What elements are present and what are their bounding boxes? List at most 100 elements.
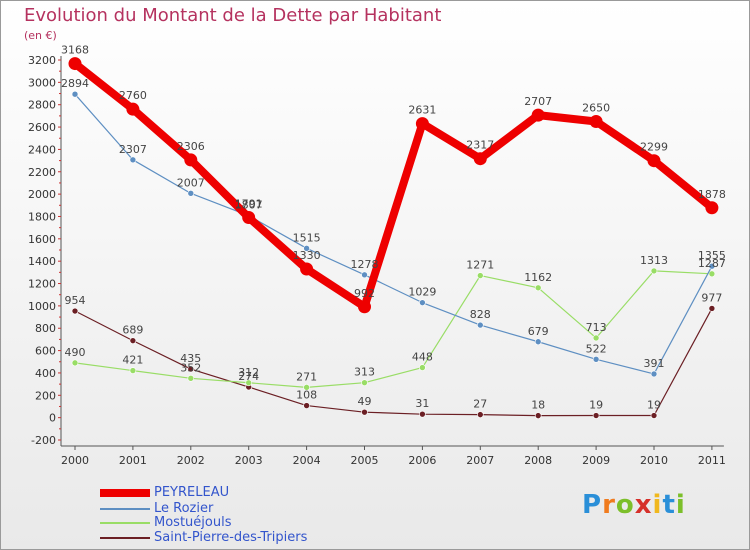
y-tick-label: 2600 [28,121,56,134]
data-point [358,300,371,314]
data-label: 49 [358,395,372,408]
data-label: 1515 [293,231,321,244]
data-label: 1278 [351,258,379,271]
series-line-0 [71,59,716,311]
data-label: 713 [586,321,607,334]
data-label: 954 [65,294,86,307]
data-label: 1791 [235,197,263,210]
data-point [71,359,79,367]
data-label: 2299 [640,141,668,154]
data-point [361,271,368,279]
x-tick-label: 2003 [235,454,263,467]
data-label: 828 [470,308,491,321]
data-label: 1313 [640,254,668,267]
data-label: 271 [296,370,317,383]
data-point [419,410,426,418]
data-label: 391 [644,357,665,370]
data-label: 977 [701,291,722,304]
data-label: 27 [473,398,487,411]
y-tick-label: 2000 [28,188,56,201]
legend-item: Saint-Pierre-des-Tripiers [100,531,307,545]
data-point [708,270,716,278]
data-label: 2631 [408,104,436,117]
y-tick-label: 2400 [28,143,56,156]
x-tick-label: 2009 [582,454,610,467]
data-point [419,364,426,371]
data-label: 31 [415,397,429,410]
y-tick-label: 2200 [28,166,56,179]
data-point [68,57,82,71]
legend-swatch [100,508,150,510]
x-tick-label: 2002 [177,454,205,467]
data-point [361,408,368,416]
data-point [476,321,484,329]
data-point [71,90,79,98]
data-label: 435 [180,352,201,365]
data-label: 18 [531,399,545,412]
y-tick-label: 2800 [28,99,56,112]
y-tick-label: 200 [35,389,56,402]
data-point [592,412,600,419]
data-label: 490 [65,346,86,359]
x-tick-label: 2004 [293,454,321,467]
data-point [650,267,658,275]
y-tick-label: 3000 [28,76,56,89]
data-point [129,337,137,344]
data-point [534,338,542,346]
data-point [476,411,484,418]
data-point [187,375,195,382]
data-point [415,117,429,131]
y-tick-label: 600 [35,345,56,358]
legend-swatch [100,489,150,497]
data-label: 689 [122,324,143,337]
unit-label: (en €) [24,29,57,42]
data-label: 1287 [698,257,726,270]
chart-title: Evolution du Montant de la Dette par Hab… [24,5,442,26]
data-point [300,262,314,276]
data-label: 19 [589,399,603,412]
y-tick-label: 400 [35,367,56,380]
legend-item: PEYRELEAU [100,486,229,500]
x-tick-label: 2007 [466,454,494,467]
data-point [476,272,484,279]
legend-label: PEYRELEAU [154,485,230,500]
data-label: 3168 [61,44,89,57]
x-tick-label: 2005 [351,454,379,467]
legend-item: Mostuéjouls [100,516,231,530]
data-point [534,412,542,419]
data-point [531,108,545,122]
y-tick-label: 1600 [28,233,56,246]
data-label: 1330 [293,249,321,262]
data-label: 1878 [698,188,726,201]
data-label: 679 [528,325,549,338]
data-label: 1355 [698,249,726,262]
legend-label: Le Rozier [154,501,214,516]
y-tick-label: 800 [35,322,56,335]
data-point [592,334,600,342]
data-label: 421 [122,354,143,367]
data-point [647,154,661,168]
data-point [303,245,310,252]
data-label: 2707 [524,95,552,108]
y-tick-label: 3200 [28,54,56,67]
y-tick-label: -200 [31,434,56,447]
data-point [361,379,368,386]
data-point [242,210,256,224]
data-point [419,299,426,306]
data-point [303,402,310,409]
data-label: 2760 [119,89,147,102]
x-tick-label: 2010 [640,454,668,467]
y-tick-label: 1200 [28,278,56,291]
data-label: 1271 [466,259,494,272]
data-point [129,367,137,374]
data-label: 992 [354,287,375,300]
x-tick-label: 2006 [408,454,436,467]
x-tick-label: 2011 [698,454,726,467]
data-label: 274 [238,370,259,383]
data-label: 1807 [235,199,263,212]
data-point [708,305,716,312]
data-point [245,379,252,387]
series-line-3 [74,307,713,417]
data-label: 1162 [524,271,552,284]
data-point [650,412,658,419]
